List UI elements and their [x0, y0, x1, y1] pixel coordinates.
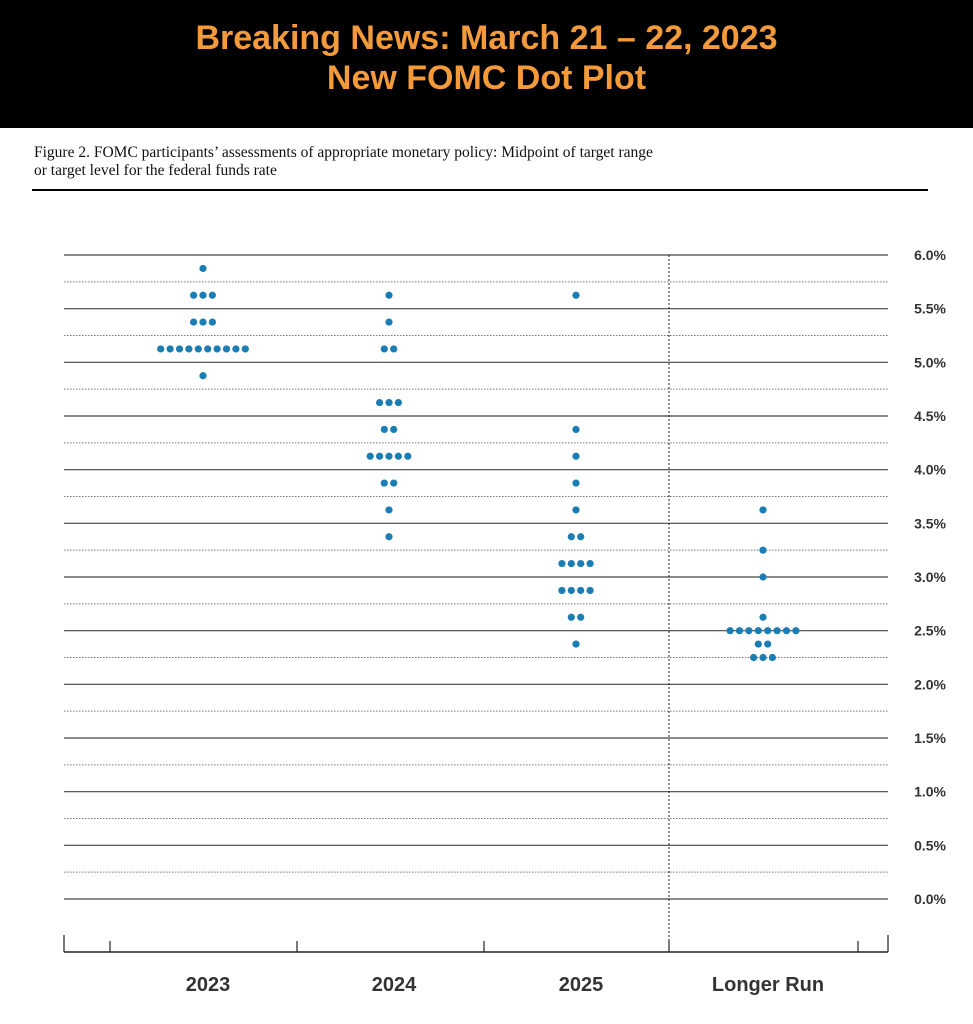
- dot: [208, 291, 216, 299]
- dot: [792, 627, 800, 635]
- y-tick-label: 1.0%: [914, 784, 946, 800]
- dot: [385, 506, 393, 514]
- dot: [380, 345, 388, 353]
- y-tick-label: 4.5%: [914, 408, 946, 424]
- y-tick-label: 4.0%: [914, 462, 946, 478]
- caption-rule: [32, 189, 928, 191]
- dot: [157, 345, 165, 353]
- dot: [199, 291, 207, 299]
- dot: [726, 627, 734, 635]
- dot: [759, 506, 767, 514]
- y-tick-label: 2.5%: [914, 623, 946, 639]
- banner-headline: Breaking News: March 21 – 22, 2023: [195, 19, 778, 57]
- dot: [404, 452, 412, 460]
- dot: [745, 627, 753, 635]
- dot: [764, 640, 772, 648]
- y-tick-label: 0.0%: [914, 891, 946, 907]
- dot: [567, 559, 575, 568]
- dot: [558, 586, 566, 595]
- dot: [213, 345, 221, 353]
- dot: [572, 506, 580, 514]
- y-tick-label: 5.5%: [914, 301, 946, 317]
- figure-caption: Figure 2. FOMC participants’ assessments…: [34, 144, 934, 180]
- dot: [222, 345, 231, 353]
- dot: [199, 318, 207, 326]
- dot: [385, 398, 393, 407]
- dot: [199, 264, 207, 273]
- dot: [572, 425, 580, 434]
- dot: [394, 398, 402, 407]
- y-tick-label: 3.0%: [914, 569, 946, 585]
- dot: [390, 425, 398, 434]
- dot: [190, 291, 198, 299]
- dot: [232, 345, 240, 353]
- dot: [572, 640, 580, 648]
- dot: [764, 627, 772, 635]
- breaking-news-banner: Breaking News: March 21 – 22, 2023 New F…: [0, 0, 973, 128]
- dot: [577, 533, 585, 541]
- dot: [567, 586, 575, 595]
- dot: [773, 627, 781, 635]
- dot: [759, 546, 767, 554]
- dot: [366, 452, 374, 460]
- dot: [567, 613, 575, 621]
- dot: [754, 640, 762, 648]
- caption-line-2: or target level for the federal funds ra…: [34, 162, 277, 179]
- dot: [735, 627, 744, 635]
- dot: [572, 452, 580, 460]
- dot: [586, 559, 594, 568]
- y-tick-label: 6.0%: [914, 247, 946, 263]
- dot: [185, 345, 193, 353]
- dot: [577, 559, 585, 568]
- dot: [380, 479, 388, 487]
- y-tick-label: 2.0%: [914, 676, 946, 692]
- y-tick-label: 1.5%: [914, 730, 946, 746]
- dot: [190, 318, 198, 326]
- dot: [586, 586, 594, 595]
- dot: [385, 452, 393, 460]
- dot: [572, 291, 580, 299]
- dot: [754, 627, 762, 635]
- dot: [782, 627, 791, 635]
- dot: [166, 345, 174, 353]
- dot: [175, 345, 184, 353]
- dot: [394, 452, 402, 460]
- dot: [385, 533, 393, 541]
- dot: [759, 573, 767, 581]
- dot: [390, 479, 398, 487]
- dot: [380, 425, 388, 434]
- dot: [208, 318, 216, 326]
- dot: [567, 533, 575, 541]
- dot: [759, 653, 767, 662]
- x-category-label: Longer Run: [712, 974, 824, 996]
- dot: [385, 318, 393, 326]
- dot: [572, 479, 580, 487]
- x-category-label: 2024: [372, 974, 417, 996]
- dot: [204, 345, 212, 353]
- dot: [390, 345, 398, 353]
- y-tick-label: 3.5%: [914, 515, 946, 531]
- dot: [577, 586, 585, 595]
- y-tick-label: 0.5%: [914, 837, 946, 853]
- banner-subheadline: New FOMC Dot Plot: [326, 59, 647, 97]
- dot: [759, 613, 767, 621]
- dot: [241, 345, 249, 353]
- x-category-label: 2025: [559, 974, 604, 996]
- caption-line-1: Figure 2. FOMC participants’ assessments…: [34, 144, 653, 161]
- dot: [376, 452, 384, 460]
- dot: [768, 653, 777, 662]
- dot: [385, 291, 393, 299]
- x-category-label: 2023: [186, 974, 231, 996]
- dot: [376, 398, 384, 407]
- dot: [750, 653, 758, 662]
- dot: [199, 372, 207, 380]
- dot: [577, 613, 585, 621]
- y-tick-label: 5.0%: [914, 354, 946, 370]
- dot: [194, 345, 202, 353]
- dot: [558, 559, 566, 568]
